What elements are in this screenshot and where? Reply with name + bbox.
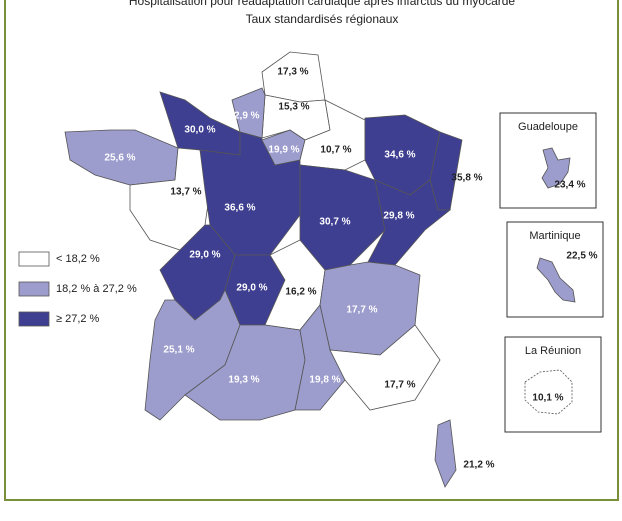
legend-swatch xyxy=(18,311,50,327)
legend-label: ≥ 27,2 % xyxy=(56,313,100,325)
region-label: 22,9 % xyxy=(228,111,259,122)
inset-name: La Réunion xyxy=(525,345,581,357)
region-label: 15,3 % xyxy=(278,102,309,113)
region-label: 34,6 % xyxy=(384,150,415,161)
inset-label: 10,1 % xyxy=(532,393,563,404)
region-label: 19,3 % xyxy=(228,375,259,386)
subtitle: Taux standardisés régionaux xyxy=(246,12,399,26)
region-label: 17,7 % xyxy=(384,380,415,391)
region-label: 17,3 % xyxy=(277,67,308,78)
legend-swatch xyxy=(18,281,50,297)
region-label: 30,0 % xyxy=(184,125,215,136)
inset-name: Guadeloupe xyxy=(518,121,578,133)
inset-name: Martinique xyxy=(529,230,580,242)
region xyxy=(434,419,457,488)
region xyxy=(231,87,266,139)
title: Hospitalisation pour réadaptation cardia… xyxy=(129,0,516,8)
inset-label: 22,5 % xyxy=(566,251,597,262)
region-label: 16,2 % xyxy=(285,287,316,298)
region-label: 21,2 % xyxy=(463,460,494,471)
region-label: 25,6 % xyxy=(104,153,135,164)
region-label: 19,9 % xyxy=(268,145,299,156)
legend: < 18,2 % 18,2 % à 27,2 % ≥ 27,2 % xyxy=(18,251,137,327)
region-label: 29,0 % xyxy=(236,283,267,294)
region xyxy=(367,179,452,266)
region-label: 29,8 % xyxy=(383,211,414,222)
inset-region xyxy=(541,147,571,189)
insets: Guadeloupe 23,4 % Martinique 22,5 % La Réuni… xyxy=(499,112,604,433)
region-label: 29,0 % xyxy=(189,250,220,261)
region-label: 19,8 % xyxy=(309,375,340,386)
region-labels: 17,3 % 15,3 % 22,9 % 30,0 % 25,6 % 13,7 % 36,6… xyxy=(104,67,494,471)
region-label: 30,7 % xyxy=(319,217,350,228)
region-label: 17,7 % xyxy=(346,305,377,316)
region-label: 25,1 % xyxy=(163,345,194,356)
inset-label: 23,4 % xyxy=(554,180,585,191)
region xyxy=(294,304,346,411)
region-label: 13,7 % xyxy=(170,187,201,198)
inset-region xyxy=(536,257,576,303)
legend-label: < 18,2 % xyxy=(56,253,100,265)
legend-swatch xyxy=(18,251,50,267)
region-label: 35,8 % xyxy=(451,173,482,184)
region xyxy=(329,324,441,411)
inset-region xyxy=(524,369,573,415)
legend-label: 18,2 % à 27,2 % xyxy=(56,283,137,295)
frame xyxy=(4,0,619,501)
region-label: 10,7 % xyxy=(320,145,351,156)
regions xyxy=(64,51,463,488)
region-label: 36,6 % xyxy=(224,203,255,214)
